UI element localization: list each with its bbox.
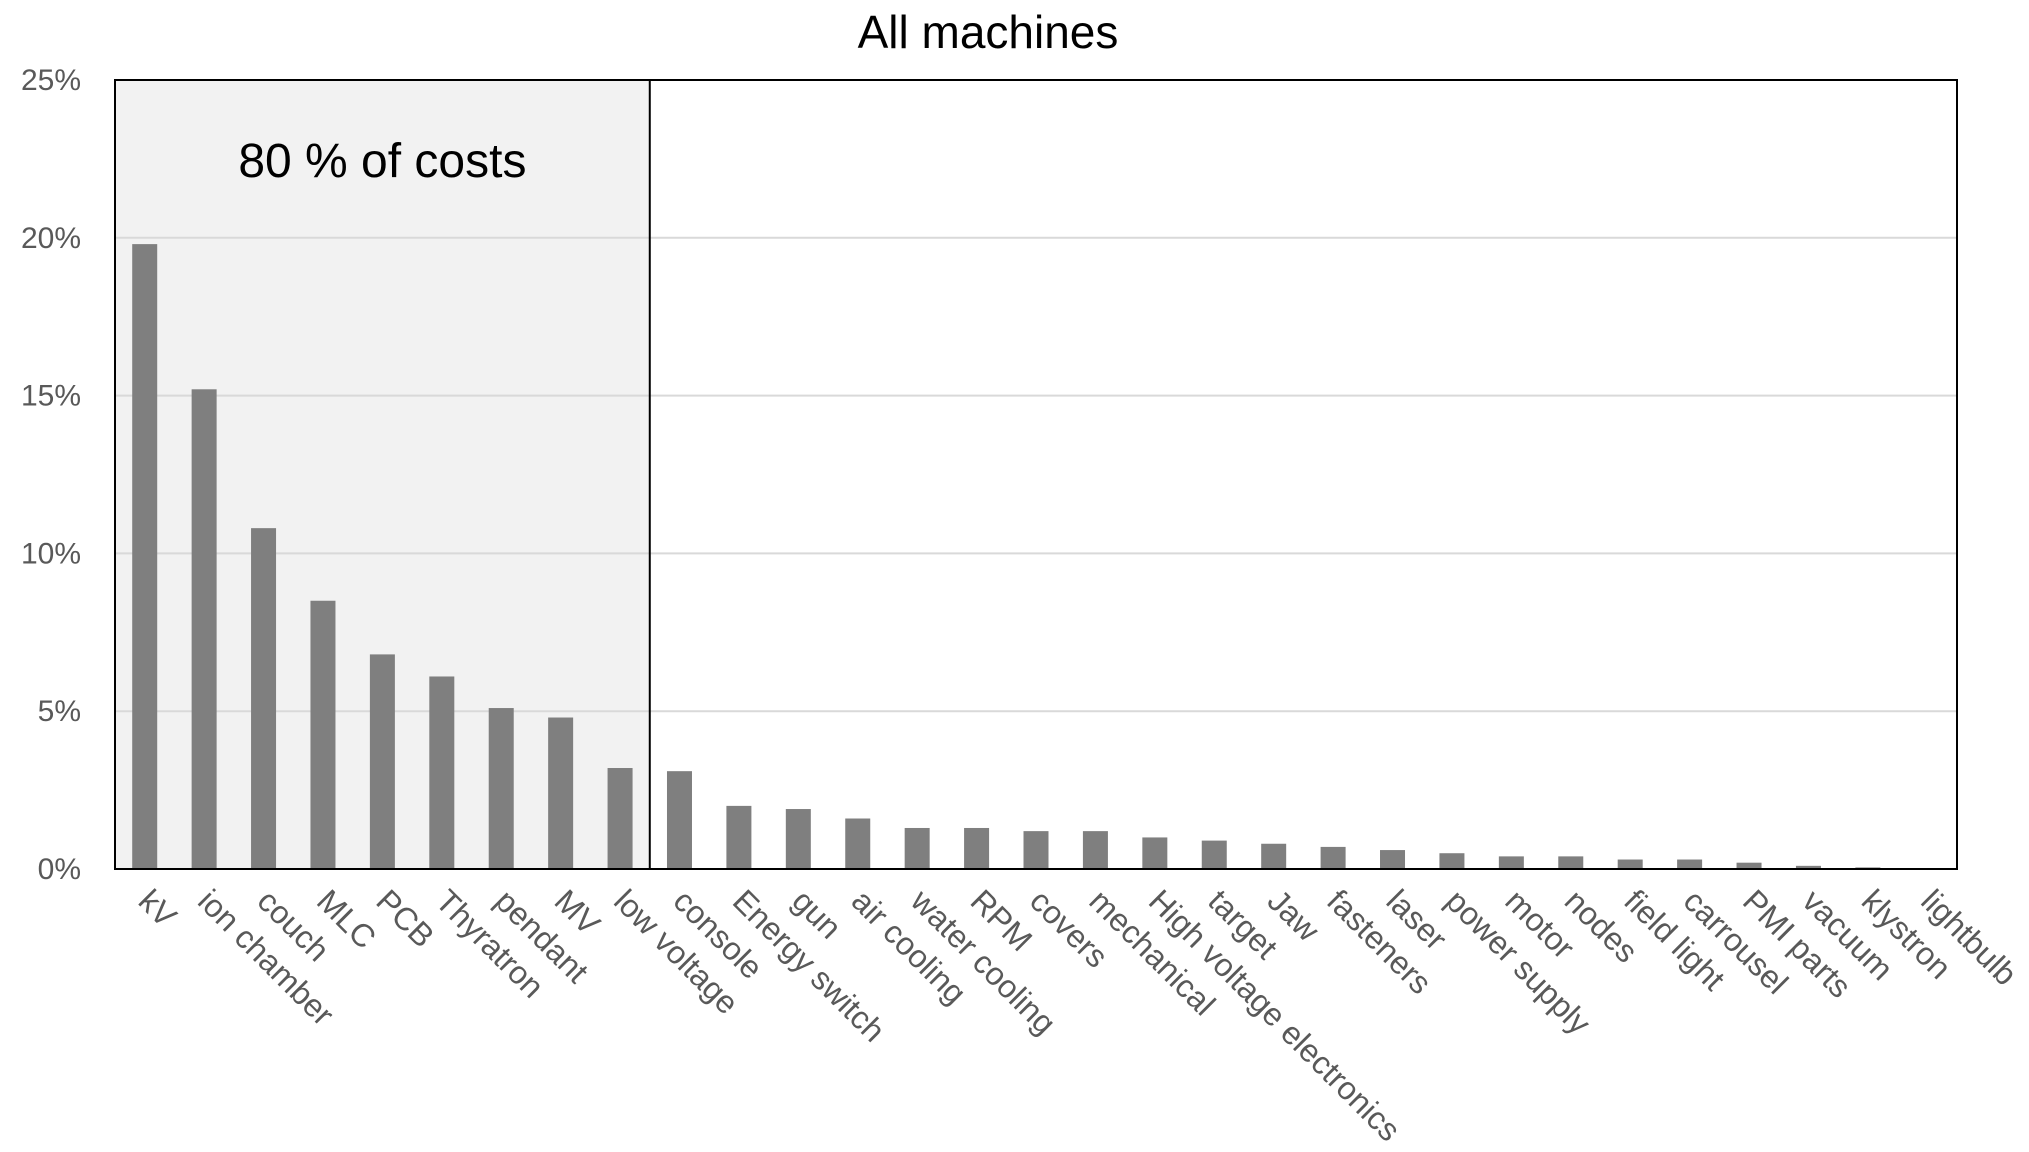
y-tick-label: 25% [21,64,81,97]
plot-frame [114,79,1958,870]
x-category-label: PCB [369,882,441,954]
bar-water-cooling [904,827,930,869]
bar-mv [548,717,574,869]
bar-nodes [1558,856,1584,869]
bar-jaw [1261,843,1287,869]
y-tick-label: 15% [21,380,81,413]
bar-energy-switch [726,805,752,869]
bar-pcb [369,654,395,869]
y-tick-label: 5% [38,695,81,728]
y-tick-label: 0% [38,853,81,886]
bar-mlc [310,600,336,869]
bar-kv [132,244,158,869]
bar-console [666,771,692,869]
chart-title: All machines [858,6,1119,58]
bar-gun [785,809,811,869]
bar-field-light [1617,859,1643,869]
bar-couch [251,528,277,869]
bar-air-cooling [845,818,871,869]
bar-low-voltage [607,768,633,869]
gridlines [115,236,1957,713]
bar-power-supply [1439,853,1465,869]
bar-mechanical [1082,831,1108,869]
annotation-label: 80 % of costs [238,135,526,188]
y-axis-tick-labels: 0% 5% 10% 15% 20% 25% [21,64,81,886]
y-tick-label: 10% [21,537,81,570]
bar-thyratron [429,676,455,869]
bar-carrousel [1677,859,1703,869]
bar-fasteners [1320,846,1346,869]
bar-pmi-parts [1736,862,1762,869]
bar-rpm [964,827,990,869]
y-tick-label: 20% [21,222,81,255]
bar-covers [1023,831,1049,869]
x-category-label: kV [132,882,184,934]
bars [132,244,1881,869]
bar-laser [1380,850,1406,869]
bar-target [1201,840,1227,869]
bar-motor [1498,856,1524,869]
bar-ion-chamber [191,389,217,869]
x-axis-category-labels: kV ion chambercouchMLCPCBThyratronpendant… [132,882,2024,1148]
bar-pendant [488,708,514,869]
bar-vacuum [1795,865,1821,869]
bar-high-voltage-electronics [1142,837,1168,869]
